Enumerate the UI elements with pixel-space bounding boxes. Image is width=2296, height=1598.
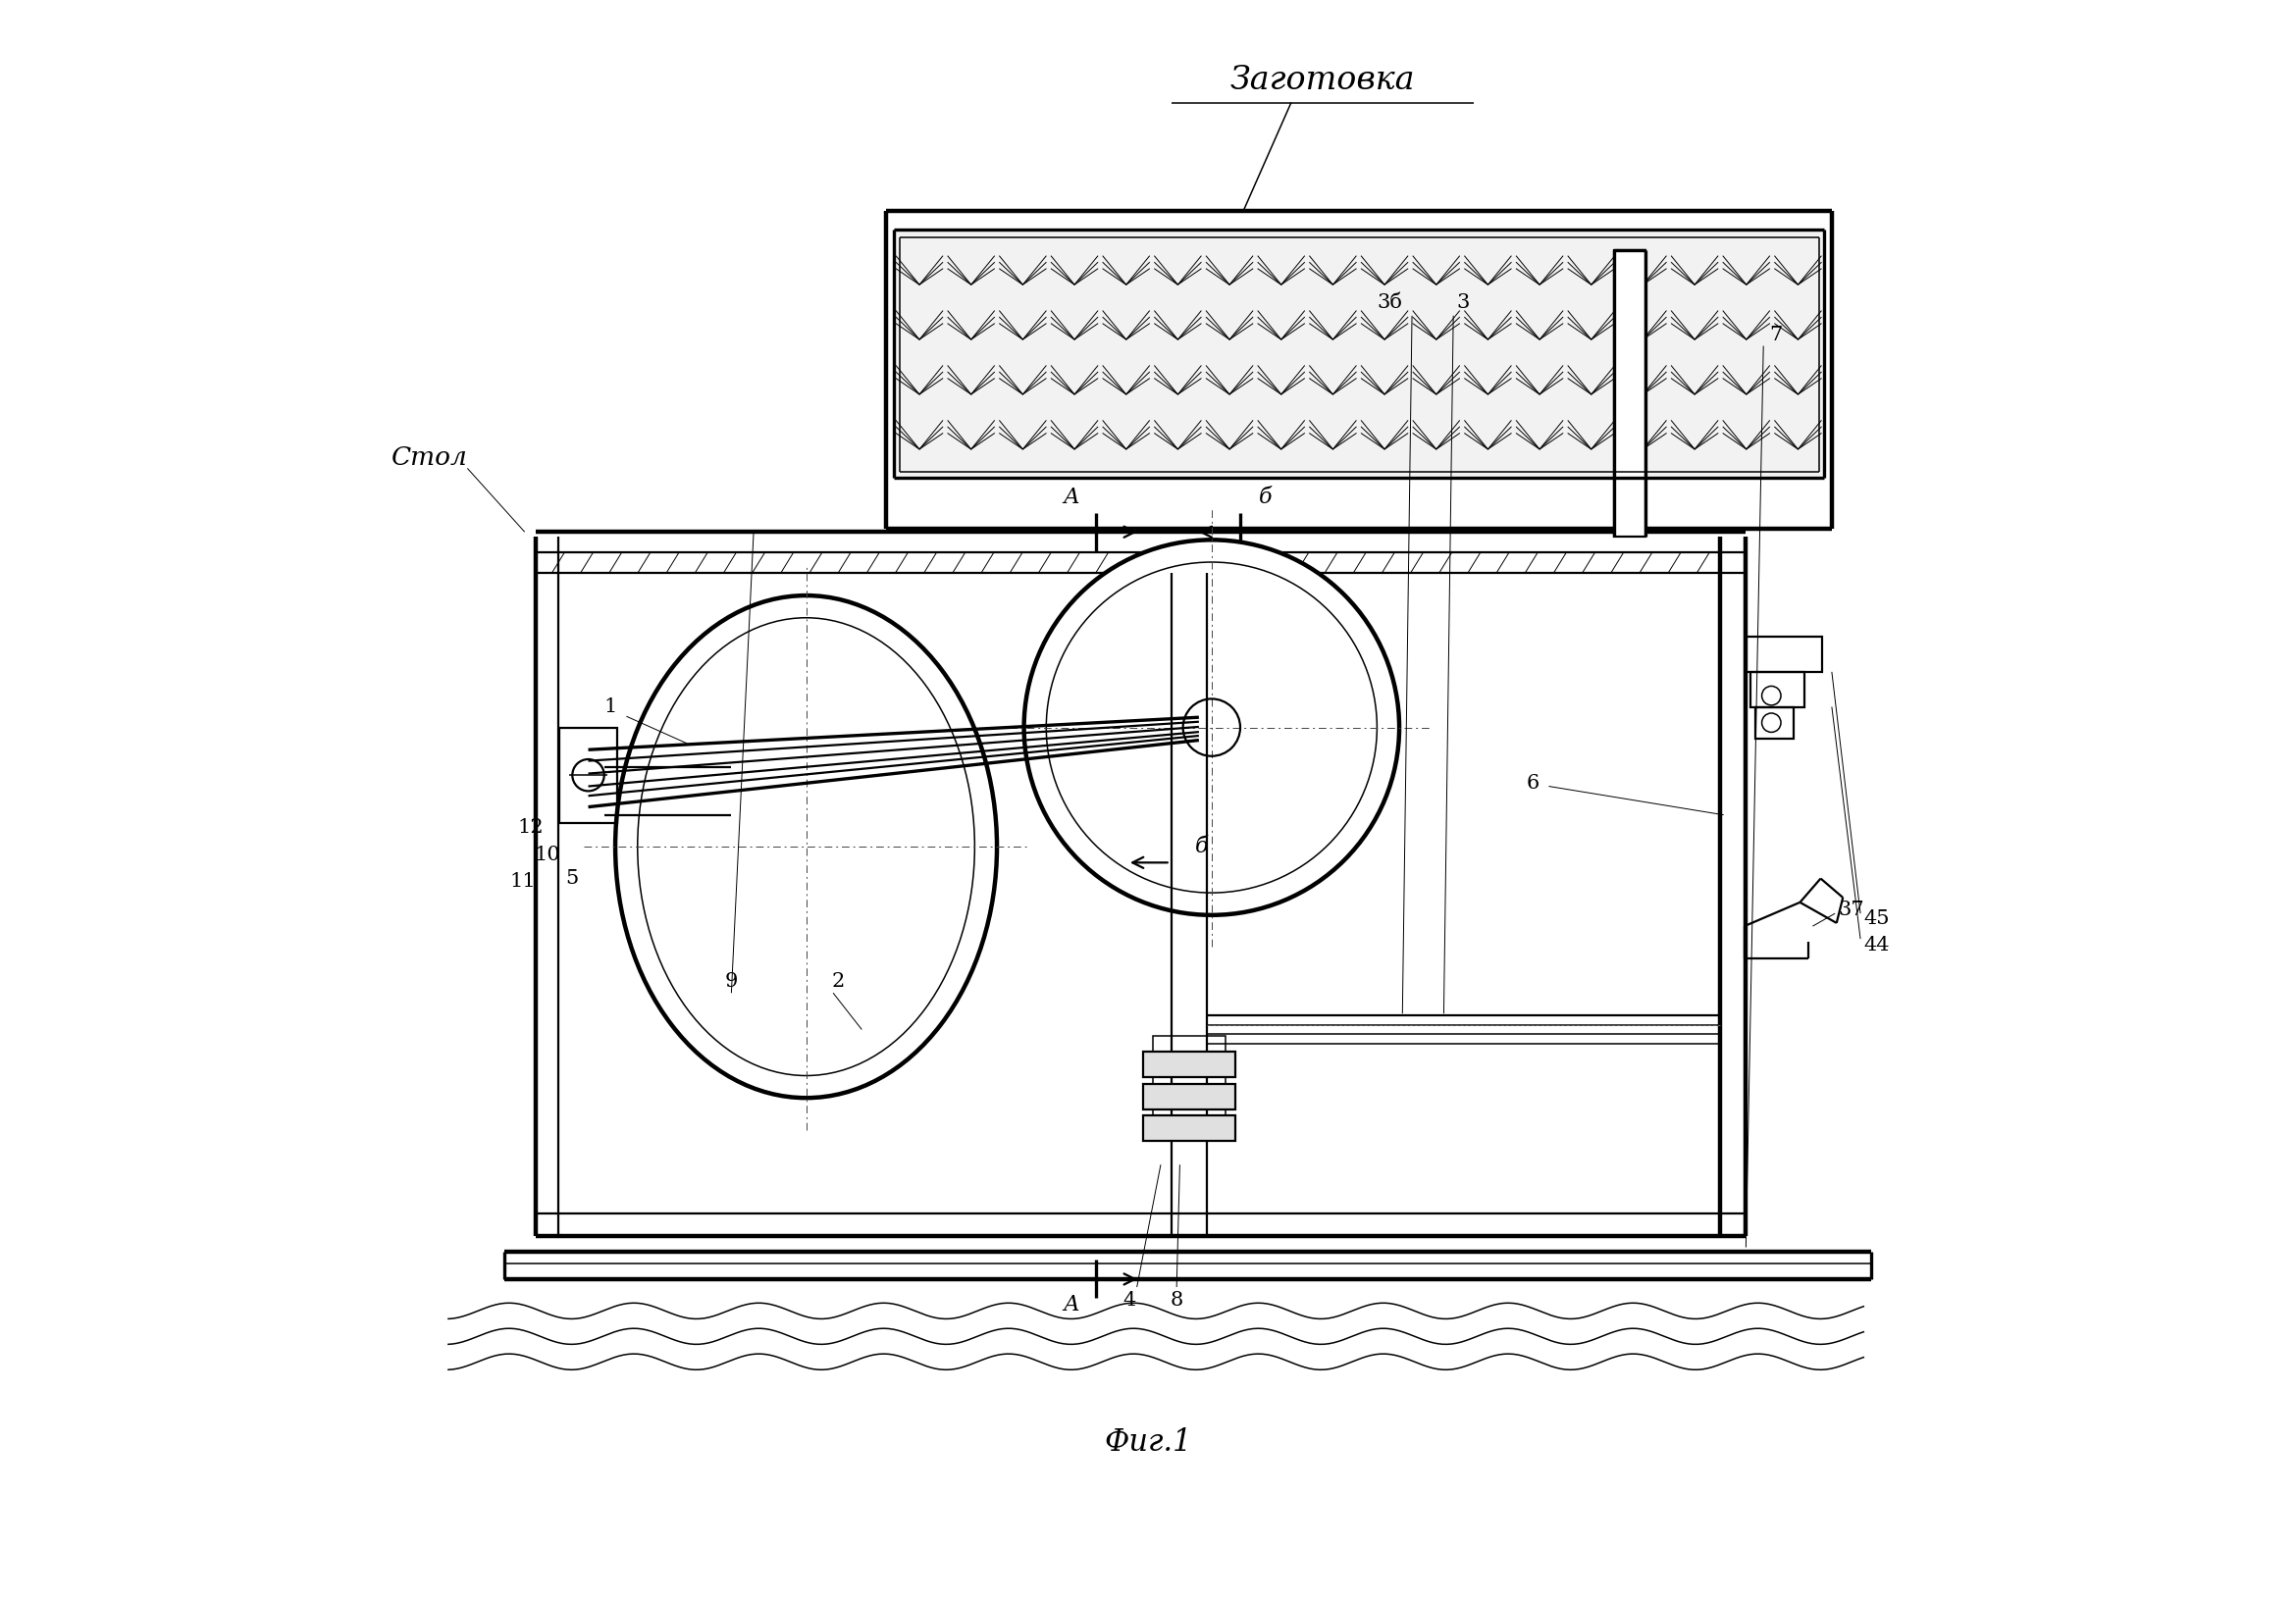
Text: А: А: [1063, 486, 1079, 508]
Text: Фиг.1: Фиг.1: [1104, 1427, 1192, 1457]
Text: б: б: [1258, 486, 1272, 508]
Bar: [1750, 671, 1805, 706]
Text: 1: 1: [604, 697, 618, 716]
Text: Заготовка: Заготовка: [1231, 64, 1414, 96]
Text: 12: 12: [519, 818, 544, 837]
Text: 11: 11: [510, 873, 537, 892]
Bar: [1756, 706, 1793, 738]
Text: Стол: Стол: [390, 444, 468, 470]
Bar: [1153, 1067, 1226, 1083]
Bar: [1614, 251, 1646, 537]
Bar: [560, 727, 618, 823]
Text: 5: 5: [565, 869, 579, 888]
Bar: [1153, 1036, 1226, 1051]
Text: 37: 37: [1837, 901, 1864, 919]
Bar: [893, 230, 1823, 478]
Bar: [1745, 638, 1823, 671]
Circle shape: [1024, 540, 1398, 916]
Text: 2: 2: [831, 973, 845, 991]
Bar: [1143, 1115, 1235, 1141]
Text: 3б: 3б: [1378, 294, 1403, 312]
Text: А: А: [1063, 1294, 1079, 1315]
Text: 45: 45: [1864, 909, 1890, 927]
Text: 3: 3: [1456, 294, 1469, 312]
Ellipse shape: [615, 596, 996, 1098]
Text: 9: 9: [726, 973, 737, 991]
Text: 6: 6: [1527, 773, 1538, 793]
Text: 10: 10: [533, 845, 560, 865]
Bar: [1153, 1099, 1226, 1115]
Bar: [1143, 1083, 1235, 1109]
Text: 7: 7: [1770, 326, 1782, 344]
Bar: [1143, 1051, 1235, 1077]
Text: 8: 8: [1171, 1291, 1182, 1309]
Text: б: б: [1196, 836, 1208, 858]
Text: 44: 44: [1864, 936, 1890, 954]
Text: 4: 4: [1123, 1291, 1137, 1309]
